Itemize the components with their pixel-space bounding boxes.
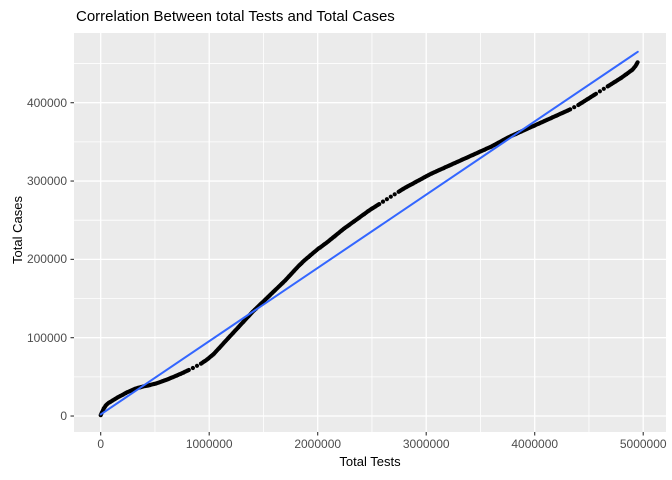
data-point <box>635 60 640 65</box>
data-point <box>392 192 397 197</box>
data-point <box>572 105 577 110</box>
y-tick-label: 400000 <box>26 95 67 110</box>
x-tick-label: 5000000 <box>619 437 667 451</box>
x-tick-label: 4000000 <box>511 437 559 451</box>
data-point <box>601 86 606 91</box>
x-axis-title: Total Tests <box>339 454 401 469</box>
y-tick-label: 300000 <box>26 174 67 189</box>
y-tick-label: 0 <box>60 409 67 424</box>
scatter-series <box>98 60 640 418</box>
data-point <box>597 89 603 94</box>
x-tick-label: 3000000 <box>402 437 450 451</box>
data-point <box>190 365 195 371</box>
y-axis-title: Total Cases <box>10 196 25 264</box>
x-tick-label: 0 <box>97 437 105 451</box>
data-point <box>388 194 393 199</box>
data-point <box>593 91 599 96</box>
data-point <box>186 367 191 373</box>
x-tick-label: 2000000 <box>294 437 342 451</box>
chart-title: Correlation Between total Tests and Tota… <box>76 8 395 25</box>
data-point <box>568 107 573 112</box>
x-tick-label: 1000000 <box>185 437 233 451</box>
data-point <box>194 363 200 368</box>
data-point <box>380 199 386 204</box>
data-point <box>377 202 382 207</box>
data-point <box>384 197 389 202</box>
y-tick-label: 100000 <box>26 330 67 345</box>
trend-line <box>99 50 639 416</box>
y-tick-label: 200000 <box>26 252 67 267</box>
